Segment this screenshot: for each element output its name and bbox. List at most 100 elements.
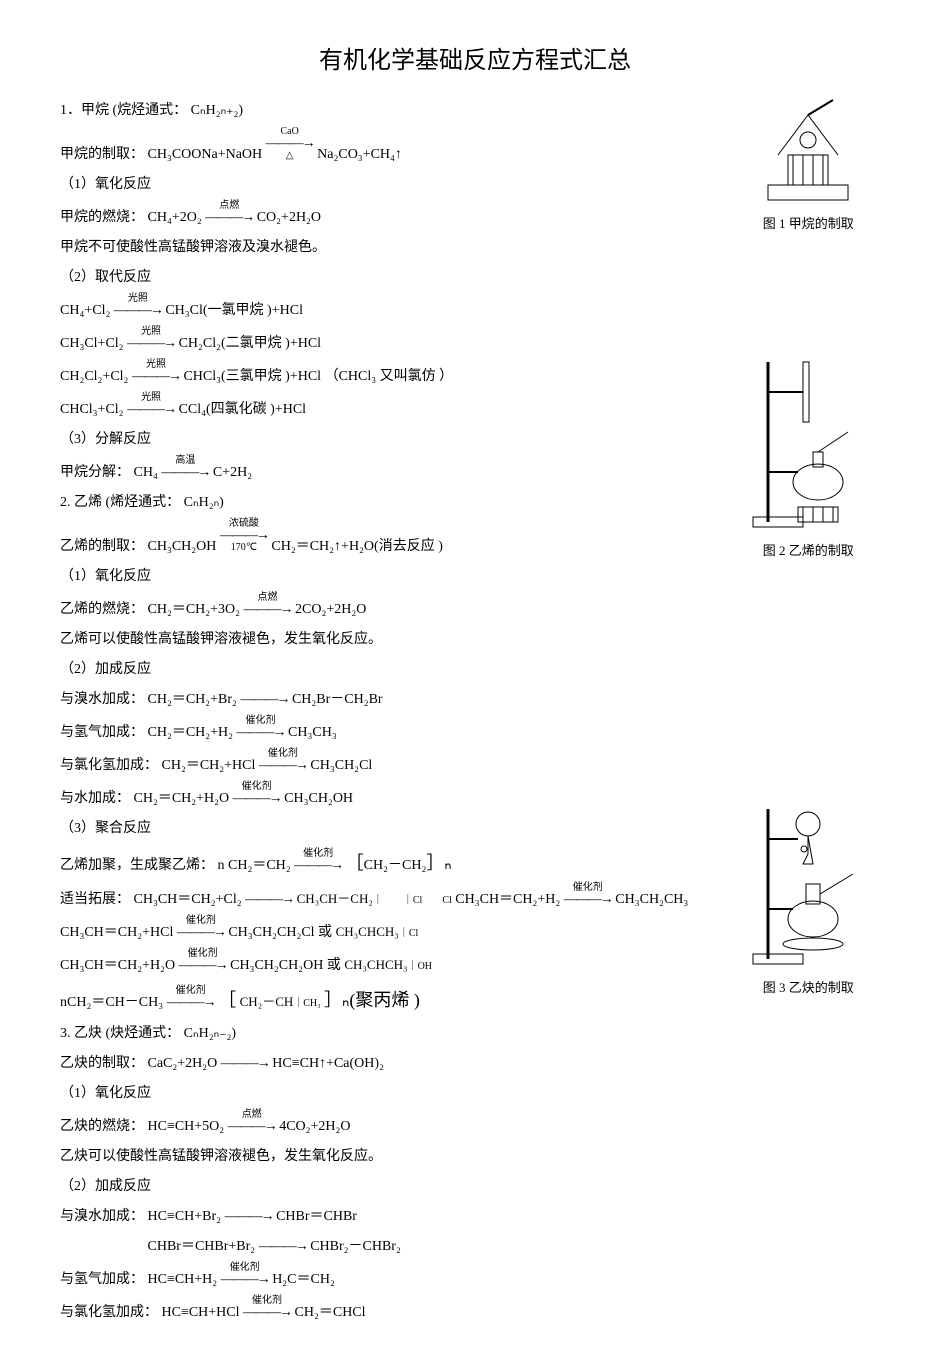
- arrow: 催化剂———→: [294, 849, 342, 873]
- cond-bot: △: [266, 151, 314, 161]
- s2-r2a: 与溴水加成： CH₂＝CH₂+Br₂ ———→ CH₂Br－CH₂Br: [60, 686, 688, 714]
- b: CH₃: [303, 998, 320, 1009]
- s3-r2d: 与氯化氢加成： HC≡CH+HCl 催化剂———→ CH₂＝CHCl: [60, 1296, 688, 1327]
- s2-heading: 2. 乙烯 (烯烃通式： CₙH₂ₙ): [60, 489, 688, 517]
- lhs: 乙炔的燃烧： HC≡CH+5O₂: [60, 1119, 224, 1134]
- rhs: CH₂＝CH₂↑+H₂O(消去反应 ): [271, 539, 442, 554]
- cond-bot: 170℃: [220, 543, 268, 553]
- main-content: 1．甲烷 (烷烃通式： CₙH₂ₙ₊₂) 甲烷的制取： CH₃COONa+NaO…: [60, 95, 890, 1329]
- s2-prep: 乙烯的制取： CH₃CH₂OH 浓硫酸———→170℃ CH₂＝CH₂↑+H₂O…: [60, 519, 688, 561]
- page-title: 有机化学基础反应方程式汇总: [60, 40, 890, 75]
- s1-r1b: 甲烷不可使酸性高锰酸钾溶液及溴水褪色。: [60, 234, 688, 262]
- arrow: 浓硫酸———→170℃: [220, 519, 268, 553]
- s1-r3h: （3）分解反应: [60, 426, 688, 454]
- lhs: CH₃Cl+Cl₂: [60, 336, 124, 351]
- rhs: CH₂Br－CH₂Br: [292, 692, 383, 707]
- rhs-m: CH₂－CH₂: [364, 858, 427, 873]
- t: CH₃CHCH₃: [344, 957, 407, 972]
- t: CH₂－CH: [240, 994, 294, 1009]
- s3-prep: 乙炔的制取： CaC₂+2H₂O ———→ HC≡CH↑+Ca(OH)₂: [60, 1050, 688, 1078]
- rhs: CH₃CH₂OH: [284, 791, 353, 806]
- arrow: 催化剂———→: [221, 1263, 269, 1287]
- s2-r2b: 与氢气加成： CH₂＝CH₂+H₂ 催化剂———→ CH₃CH₃: [60, 716, 688, 747]
- lhs: 与氢气加成： CH₂＝CH₂+H₂: [60, 725, 233, 740]
- apparatus-icon-1: [758, 95, 858, 205]
- rhs2: CH₃CH₂CH₃: [615, 892, 688, 907]
- lhs: 与溴水加成： CH₂＝CH₂+Br₂: [60, 692, 237, 707]
- arrow: CaO———→△: [266, 127, 314, 161]
- arrow: ———→: [225, 1210, 273, 1224]
- s1-prep: 甲烷的制取： CH₃COONa+NaOH CaO———→△ Na₂CO₃+CH₄…: [60, 127, 688, 169]
- rhs: CH₃CH₃: [288, 725, 337, 740]
- lhs: CHCl₃+Cl₂: [60, 402, 124, 417]
- rhs: H₂C＝CH₂: [272, 1272, 335, 1287]
- figure-2-caption: 图 2 乙烯的制取: [708, 540, 908, 559]
- arrow: ———→: [221, 1057, 269, 1071]
- s1-r2h: （2）取代反应: [60, 264, 688, 292]
- s1-r3a: 甲烷分解： CH₄ 高温———→ C+2H₂: [60, 456, 688, 487]
- rhs: CH₂Cl₂(二氯甲烷 )+HCl: [179, 336, 322, 351]
- lhs: 适当拓展： CH₃CH＝CH₂+Cl₂: [60, 892, 242, 907]
- s3-r2c: 与氢气加成： HC≡CH+H₂ 催化剂———→ H₂C＝CH₂: [60, 1263, 688, 1294]
- s2-r1b: 乙烯可以使酸性高锰酸钾溶液褪色，发生氧化反应。: [60, 626, 688, 654]
- s1-r2d: CHCl₃+Cl₂ 光照———→ CCl₄(四氯化碳 )+HCl: [60, 393, 688, 424]
- lhs: CH₂Cl₂+Cl₂: [60, 369, 128, 384]
- arrow: 光照———→: [114, 294, 162, 318]
- s2-r3a: 乙烯加聚，生成聚乙烯： n CH₂＝CH₂ 催化剂———→ ［CH₂－CH₂］ₙ: [60, 845, 688, 881]
- s1-r2c: CH₂Cl₂+Cl₂ 光照———→ CHCl₃(三氯甲烷 )+HCl （CHCl…: [60, 360, 688, 391]
- s2-ext: 适当拓展： CH₃CH＝CH₂+Cl₂ ———→ CH₃CH－CH₂｜ ｜Cl …: [60, 883, 688, 914]
- rhs: CH₃CH₂Cl: [310, 758, 372, 773]
- s3-r2a: 与溴水加成： HC≡CH+Br₂ ———→ CHBr＝CHBr: [60, 1203, 688, 1231]
- lhs: 乙烯的燃烧： CH₂＝CH₂+3O₂: [60, 602, 240, 617]
- arrow: 催化剂———→: [177, 916, 225, 940]
- lhs: 与氯化氢加成： CH₂＝CH₂+HCl: [60, 758, 255, 773]
- lhs: 与氯化氢加成： HC≡CH+HCl: [60, 1305, 240, 1320]
- figure-3: 图 3 乙炔的制取: [708, 799, 908, 996]
- m: ｜: [293, 998, 303, 1009]
- s2-ext3: CH₃CH＝CH₂+H₂O 催化剂———→ CH₃CH₂CH₂OH 或 CH₃C…: [60, 949, 688, 980]
- lhs: 甲烷分解： CH₄: [60, 465, 158, 480]
- rhs: CCl₄(四氯化碳 )+HCl: [179, 402, 307, 417]
- lhs: 与氢气加成： HC≡CH+H₂: [60, 1272, 217, 1287]
- lhs: 与水加成： CH₂＝CH₂+H₂O: [60, 791, 229, 806]
- arrow: 光照———→: [127, 327, 175, 351]
- figure-1: 图 1 甲烷的制取: [708, 95, 908, 232]
- s2-r3h: （3）聚合反应: [60, 815, 688, 843]
- m: ｜ ｜: [373, 895, 413, 906]
- arrow: ———→: [240, 693, 288, 707]
- rhs-poly: CH₂－CH｜CH₃: [240, 995, 321, 1010]
- arrow: 催化剂———→: [167, 986, 215, 1010]
- lhs: 乙烯加聚，生成聚乙烯： n CH₂＝CH₂: [60, 858, 291, 873]
- rhs: CH₃CH₂CH₂Cl 或: [228, 925, 335, 940]
- rhs: CH₂＝CHCl: [295, 1305, 366, 1320]
- s2-ext4: nCH₂＝CH－CH₃ 催化剂———→ ［ CH₂－CH｜CH₃ ］ₙ(聚丙烯 …: [60, 982, 688, 1018]
- s3-r1h: （1）氧化反应: [60, 1080, 688, 1108]
- rhs: CH₃CH₂CH₂OH 或: [230, 958, 344, 973]
- arrow: 催化剂———→: [259, 749, 307, 773]
- s1-heading: 1．甲烷 (烷烃通式： CₙH₂ₙ₊₂): [60, 97, 688, 125]
- s1-r2b: CH₃Cl+Cl₂ 光照———→ CH₂Cl₂(二氯甲烷 )+HCl: [60, 327, 688, 358]
- right-column: 图 1 甲烷的制取 图 2 乙烯的制取: [708, 95, 908, 1329]
- figure-1-caption: 图 1 甲烷的制取: [708, 213, 908, 232]
- s2-r2h: （2）加成反应: [60, 656, 688, 684]
- t: CH₃CH－CH₂: [297, 891, 373, 906]
- arrow: 催化剂———→: [179, 949, 227, 973]
- rhs: CH₃Cl(一氯甲烷 )+HCl: [165, 303, 303, 318]
- left-column: 1．甲烷 (烷烃通式： CₙH₂ₙ₊₂) 甲烷的制取： CH₃COONa+NaO…: [60, 95, 688, 1329]
- t: CH₃CHCH₃: [336, 924, 399, 939]
- arrow2: 催化剂———→: [564, 883, 612, 907]
- lhs: nCH₂＝CH－CH₃: [60, 995, 163, 1010]
- lhs: 乙炔的制取： CaC₂+2H₂O: [60, 1056, 217, 1071]
- rhs: CHBr₂－CHBr₂: [310, 1239, 401, 1254]
- lhs: 乙烯的制取： CH₃CH₂OH: [60, 539, 216, 554]
- arrow: 点燃———→: [244, 593, 292, 617]
- figure-3-caption: 图 3 乙炔的制取: [708, 977, 908, 996]
- apparatus-icon-2: [748, 352, 868, 532]
- s2-ext2: CH₃CH＝CH₂+HCl 催化剂———→ CH₃CH₂CH₂Cl 或 CH₃C…: [60, 916, 688, 947]
- rhs1: CH₃CH－CH₂｜ ｜Cl Cl: [297, 892, 452, 907]
- rhs: C+2H₂: [213, 465, 252, 480]
- s2-r1h: （1）氧化反应: [60, 563, 688, 591]
- arrow: ———→: [245, 893, 293, 907]
- br: ］ₙ(聚丙烯 ): [324, 990, 420, 1010]
- rhs: 2CO₂+2H₂O: [295, 602, 366, 617]
